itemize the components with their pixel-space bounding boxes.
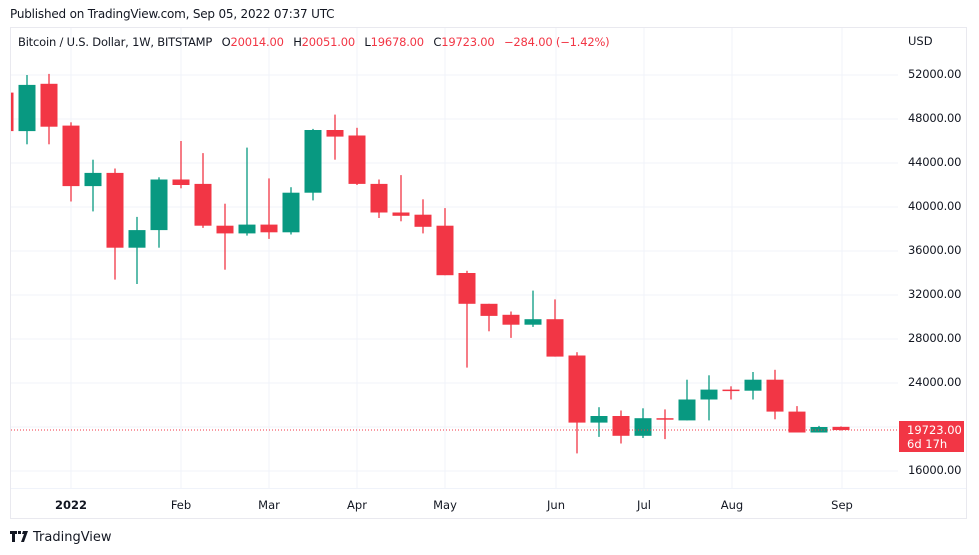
tradingview-brand[interactable]: TradingView xyxy=(10,530,112,545)
time-tick: Apr xyxy=(347,498,367,512)
candle[interactable] xyxy=(590,416,608,423)
candle[interactable] xyxy=(480,303,498,316)
candle[interactable] xyxy=(0,92,14,132)
candle[interactable] xyxy=(40,83,58,127)
tradingview-logo-icon xyxy=(10,530,28,545)
candle[interactable] xyxy=(744,379,762,391)
candle[interactable] xyxy=(546,319,564,357)
current-price-tag: 19723.00 6d 17h xyxy=(899,421,964,452)
candle[interactable] xyxy=(700,389,718,400)
candle[interactable] xyxy=(304,130,322,193)
chart-pane[interactable] xyxy=(10,27,967,519)
price-tick: 16000.00 xyxy=(908,463,962,477)
price-tick: 44000.00 xyxy=(908,155,962,169)
high-label: H xyxy=(293,35,302,49)
time-tick: Sep xyxy=(831,498,853,512)
time-tick: Aug xyxy=(720,498,744,512)
candle[interactable] xyxy=(458,273,476,304)
candle[interactable] xyxy=(326,130,344,137)
candle[interactable] xyxy=(238,224,256,234)
low-value: 19678.00 xyxy=(370,35,424,49)
time-tick: 2022 xyxy=(54,498,88,512)
candle[interactable] xyxy=(766,379,784,412)
candle[interactable] xyxy=(18,84,36,132)
price-tick: 36000.00 xyxy=(908,243,962,257)
candle[interactable] xyxy=(348,135,366,184)
price-tick: 28000.00 xyxy=(908,331,962,345)
close-label: C xyxy=(433,35,442,49)
price-tick: 24000.00 xyxy=(908,375,962,389)
time-tick: Mar xyxy=(258,498,280,512)
currency-label: USD xyxy=(908,34,933,48)
candle[interactable] xyxy=(634,418,652,436)
low-label: L xyxy=(364,35,371,49)
candle[interactable] xyxy=(172,179,190,186)
candle[interactable] xyxy=(788,411,806,433)
candle[interactable] xyxy=(62,125,80,187)
candle[interactable] xyxy=(656,418,674,420)
price-tick: 40000.00 xyxy=(908,199,962,213)
published-caption: Published on TradingView.com, Sep 05, 20… xyxy=(10,7,335,21)
time-tick: Jul xyxy=(637,498,651,512)
bar-countdown: 6d 17h xyxy=(907,437,948,451)
price-tick: 48000.00 xyxy=(908,111,962,125)
candle[interactable] xyxy=(150,179,168,231)
candle[interactable] xyxy=(282,192,300,233)
candle[interactable] xyxy=(128,230,146,248)
candle[interactable] xyxy=(722,389,740,392)
candle[interactable] xyxy=(612,416,630,436)
candle[interactable] xyxy=(832,426,850,431)
candle[interactable] xyxy=(414,214,432,227)
candle[interactable] xyxy=(216,225,234,234)
time-tick: May xyxy=(433,498,457,512)
open-value: 20014.00 xyxy=(230,35,284,49)
price-tick: 52000.00 xyxy=(908,67,962,81)
candle[interactable] xyxy=(106,172,124,248)
candle[interactable] xyxy=(524,319,542,325)
candle[interactable] xyxy=(568,355,586,423)
high-value: 20051.00 xyxy=(301,35,355,49)
candle[interactable] xyxy=(194,183,212,226)
close-value: 19723.00 xyxy=(441,35,495,49)
open-label: O xyxy=(221,35,231,49)
candle[interactable] xyxy=(260,224,278,233)
change-value: −284.00 (−1.42%) xyxy=(503,35,610,49)
candle[interactable] xyxy=(370,183,388,213)
time-tick: Feb xyxy=(170,498,192,512)
current-price: 19723.00 xyxy=(907,423,962,437)
time-tick: Jun xyxy=(547,498,565,512)
candle[interactable] xyxy=(436,225,454,276)
brand-name: TradingView xyxy=(33,530,112,545)
candle[interactable] xyxy=(502,314,520,325)
symbol-name: Bitcoin / U.S. Dollar, 1W, BITSTAMP xyxy=(18,35,213,49)
candle[interactable] xyxy=(678,399,696,421)
candle[interactable] xyxy=(84,172,102,187)
price-tick: 32000.00 xyxy=(908,287,962,301)
candle[interactable] xyxy=(392,212,410,216)
symbol-legend: Bitcoin / U.S. Dollar, 1W, BITSTAMP O200… xyxy=(18,35,610,49)
